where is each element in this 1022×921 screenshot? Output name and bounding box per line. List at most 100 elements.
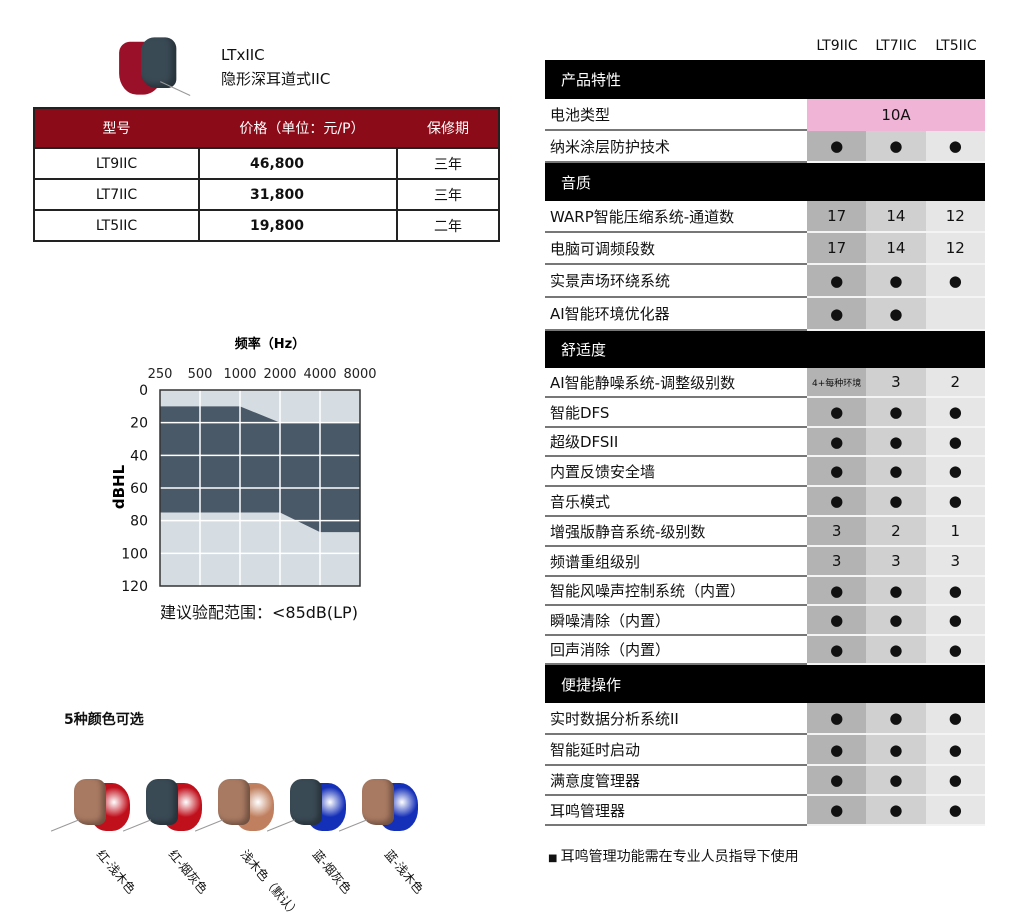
feature-value: ●: [925, 703, 985, 735]
feature-value: 1: [925, 517, 985, 547]
feature-label: 音乐模式: [545, 487, 807, 517]
color-label: 蓝-烟灰色: [309, 847, 355, 897]
feature-value: ●: [807, 703, 867, 735]
faceplate: [218, 779, 250, 825]
hearing-aid-color-swatch: [338, 777, 420, 833]
feature-value: ●: [807, 766, 867, 796]
table-row: 频谱重组级别 3 3 3: [545, 547, 985, 577]
table-row: AI智能环境优化器 ● ●: [545, 298, 985, 331]
feature-value: ●: [807, 636, 867, 665]
feature-value: ●: [925, 487, 985, 517]
hearing-aid-color-swatch: [266, 777, 348, 833]
feature-label: AI智能环境优化器: [545, 298, 807, 331]
table-row: 回声消除（内置） ● ● ●: [545, 636, 985, 665]
price: 19,800: [198, 211, 398, 240]
table-row: 音乐模式 ● ● ●: [545, 487, 985, 517]
table-row: 智能风噪声控制系统（内置） ● ● ●: [545, 577, 985, 606]
feature-value: ●: [925, 636, 985, 665]
header-price: 价格（单位：元/P）: [239, 121, 365, 137]
feature-value: ●: [866, 606, 926, 636]
feature-value: ●: [807, 457, 867, 487]
feature-value: ●: [925, 457, 985, 487]
feature-value: ●: [866, 457, 926, 487]
y-tick-label: 60: [130, 481, 148, 497]
feature-label: 内置反馈安全墙: [545, 457, 807, 487]
table-row: 电池类型 10A: [545, 99, 985, 131]
plot-border: [159, 389, 361, 587]
color-label: 浅木色（默认）: [237, 847, 303, 921]
table-row: LT5IIC 19,800 二年: [35, 209, 498, 240]
table-row: WARP智能压缩系统-通道数 17 14 12: [545, 201, 985, 233]
feature-label: AI智能静噪系统-调整级别数: [545, 368, 807, 398]
color-label: 红-浅木色: [93, 847, 139, 897]
section-header: 产品特性: [545, 60, 985, 99]
faceplate: [146, 779, 178, 825]
feature-value: 14: [866, 233, 926, 265]
feature-label: 智能延时启动: [545, 735, 807, 766]
y-tick-label: 40: [130, 448, 148, 464]
feature-value: 4+每种环境: [807, 368, 867, 398]
price: 31,800: [198, 180, 398, 209]
table-row: 超级DFSII ● ● ●: [545, 428, 985, 457]
y-tick-label: 20: [130, 416, 148, 432]
table-row: 电脑可调频段数 17 14 12: [545, 233, 985, 265]
color-label: 红-烟灰色: [165, 847, 211, 897]
feature-value: ●: [866, 735, 926, 766]
feature-value: 2: [925, 368, 985, 398]
feature-label: 智能风噪声控制系统（内置）: [545, 577, 807, 606]
header-warranty: 保修期: [427, 121, 469, 137]
y-tick-label: 100: [121, 546, 148, 562]
table-row: LT7IIC 31,800 三年: [35, 178, 498, 209]
feature-value: ●: [925, 131, 985, 163]
faceplate: [362, 779, 394, 825]
feature-value: 3: [807, 517, 867, 547]
feature-value: 3: [866, 547, 926, 577]
feature-value: ●: [866, 636, 926, 665]
feature-value: ●: [866, 766, 926, 796]
feature-value: 2: [866, 517, 926, 547]
color-label: 蓝-浅木色: [381, 847, 427, 897]
feature-value: ●: [925, 428, 985, 457]
feature-value: ●: [807, 577, 867, 606]
table-row: 满意度管理器 ● ● ●: [545, 766, 985, 796]
table-row: 纳米涂层防护技术 ● ● ●: [545, 131, 985, 163]
footnote: ■ 耳鸣管理功能需在专业人员指导下使用: [548, 846, 799, 866]
feature-label: 耳鸣管理器: [545, 796, 807, 826]
feature-label: 纳米涂层防护技术: [545, 131, 807, 163]
feature-label: 瞬噪清除（内置）: [545, 606, 807, 636]
warranty: 三年: [434, 187, 462, 204]
feature-value: ●: [866, 428, 926, 457]
feature-value: 12: [925, 233, 985, 265]
section-header: 舒适度: [545, 331, 985, 368]
model: LT7IIC: [95, 186, 138, 203]
feature-value: ●: [807, 796, 867, 826]
feature-value: 3: [807, 547, 867, 577]
y-tick-label: 0: [139, 383, 148, 399]
feature-value: ●: [866, 577, 926, 606]
square-bullet-icon: ■: [548, 853, 561, 864]
feature-value: 14: [866, 201, 926, 233]
feature-value: ●: [866, 265, 926, 298]
feature-value: ●: [807, 131, 867, 163]
feature-label: 电池类型: [545, 99, 807, 131]
feature-value: ●: [925, 265, 985, 298]
table-row: AI智能静噪系统-调整级别数 4+每种环境 3 2: [545, 368, 985, 398]
chart-title: 频率（Hz）: [235, 336, 305, 352]
feature-value: ●: [866, 796, 926, 826]
model: LT5IIC: [95, 217, 138, 234]
feature-label: 满意度管理器: [545, 766, 807, 796]
feature-value: ●: [866, 131, 926, 163]
hearing-aid-color-swatch: [122, 777, 204, 833]
colors-title: 5种颜色可选: [64, 712, 144, 728]
warranty: 三年: [434, 156, 462, 173]
chart-caption: 建议验配范围：<85dB(LP): [160, 603, 358, 622]
feature-value: ●: [807, 398, 867, 428]
faceplate: [74, 779, 106, 825]
x-tick-label: 500: [188, 367, 213, 382]
feature-value: ●: [925, 577, 985, 606]
header-model: 型号: [102, 121, 131, 137]
wire: [50, 819, 80, 832]
y-axis-label: dBHL: [110, 464, 128, 509]
table-row: LT9IIC 46,800 三年: [35, 147, 498, 178]
warranty: 二年: [434, 218, 462, 235]
